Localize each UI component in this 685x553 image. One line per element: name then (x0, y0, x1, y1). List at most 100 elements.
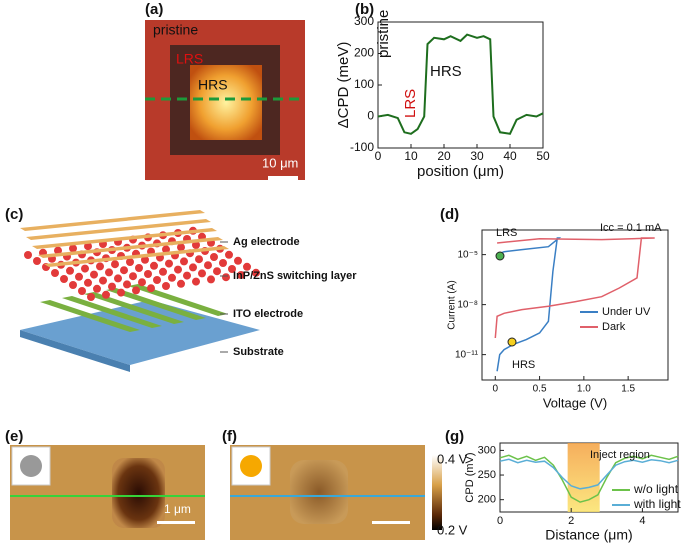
quantum-dot (87, 293, 95, 301)
x-tick-label: 0 (497, 515, 503, 527)
quantum-dot (159, 267, 167, 276)
quantum-dot (195, 255, 203, 264)
quantum-dot (81, 264, 89, 273)
quantum-dot (90, 270, 98, 279)
image-label: LRS (176, 51, 203, 67)
quantum-dot (177, 243, 185, 252)
layer-label: InP/ZnS switching layer (233, 270, 357, 282)
image-label: HRS (198, 77, 228, 93)
x-tick-label: 2 (568, 515, 574, 527)
quantum-dot (105, 268, 113, 277)
hrs-marker (507, 337, 517, 347)
device-illustration (20, 210, 260, 372)
quantum-dot (129, 272, 137, 281)
panel-label: (f) (222, 428, 237, 445)
quantum-dot (123, 280, 131, 289)
quantum-dot (84, 242, 92, 251)
quantum-dot (207, 275, 215, 284)
x-axis-label: Voltage (V) (543, 395, 607, 410)
quantum-dot (75, 272, 83, 281)
panel-label: (b) (355, 1, 374, 18)
quantum-dot (78, 287, 86, 295)
quantum-dot (60, 275, 68, 283)
quantum-dot (144, 270, 152, 278)
x-axis-label: position (μm) (417, 163, 504, 180)
colorbar (432, 455, 442, 530)
quantum-dot (69, 244, 77, 253)
series-line (377, 33, 544, 135)
quantum-dot (177, 279, 185, 288)
quantum-dot (108, 282, 116, 291)
quantum-dot (225, 250, 233, 259)
legend-label: Dark (602, 321, 626, 333)
y-tick-label: 10⁻⁵ (457, 249, 478, 260)
quantum-dot (99, 276, 107, 285)
lrs-marker (495, 251, 505, 261)
quantum-dot (168, 273, 176, 282)
quantum-dot (237, 271, 245, 279)
quantum-dot (162, 282, 170, 290)
dot-region (290, 460, 348, 524)
quantum-dot (165, 259, 173, 268)
quantum-dot (222, 273, 230, 282)
series-line (496, 237, 562, 372)
annotation: HRS (512, 359, 535, 371)
x-tick-label: 4 (639, 515, 645, 527)
panel-label: (c) (5, 206, 23, 223)
x-tick-label: 10 (404, 149, 418, 163)
quantum-dot (126, 258, 134, 266)
y-tick-label: 10⁻¹¹ (455, 349, 479, 360)
quantum-dot (24, 251, 32, 259)
image-label: pristine (153, 22, 198, 38)
quantum-dot (69, 281, 77, 289)
scale-bar (157, 521, 195, 524)
quantum-dot (192, 277, 200, 286)
quantum-dot (192, 241, 200, 249)
y-tick-label: 0 (367, 109, 374, 123)
ito-electrode (40, 300, 140, 332)
light-off-icon (20, 455, 42, 477)
dot-region (112, 458, 165, 528)
quantum-dot (120, 266, 128, 275)
quantum-dot (141, 255, 149, 264)
annotation: LRS (402, 89, 419, 118)
panel-label: (g) (445, 428, 464, 445)
x-tick-label: 20 (437, 149, 451, 163)
panel-label: (d) (440, 206, 459, 223)
ag-electrode (38, 237, 223, 258)
y-tick-label: 10⁻⁸ (457, 299, 478, 310)
quantum-dot (66, 266, 74, 275)
quantum-dot (189, 263, 197, 272)
x-tick-label: 0 (493, 384, 499, 395)
quantum-dot (228, 265, 236, 273)
annotation: pristine (375, 10, 392, 58)
panel-label: (e) (5, 428, 23, 445)
scale-label: 10 μm (262, 155, 298, 170)
series-line (499, 454, 679, 503)
x-tick-label: 1.0 (577, 384, 591, 395)
quantum-dot (54, 246, 62, 255)
quantum-dot (150, 261, 158, 270)
legend-label: with light (633, 497, 681, 511)
quantum-dot (117, 288, 125, 297)
quantum-dot (180, 257, 188, 266)
x-tick-label: 40 (503, 149, 517, 163)
quantum-dot (147, 284, 155, 293)
quantum-dot (132, 286, 140, 295)
quantum-dot (84, 278, 92, 287)
legend-label: w/o light (633, 482, 679, 496)
quantum-dot (213, 267, 221, 276)
quantum-dot (252, 268, 260, 277)
colorbar-label: 0.2 V (437, 522, 468, 537)
ag-electrode (44, 246, 229, 267)
quantum-dot (204, 261, 212, 270)
quantum-dot (111, 260, 119, 269)
quantum-dot (51, 269, 59, 277)
y-tick-label: 200 (354, 46, 374, 60)
substrate-side (20, 330, 130, 372)
quantum-dot (135, 264, 143, 272)
y-tick-label: -100 (350, 140, 374, 154)
scale-bar (268, 176, 298, 180)
y-axis-label: CPD (mV) (464, 452, 476, 502)
